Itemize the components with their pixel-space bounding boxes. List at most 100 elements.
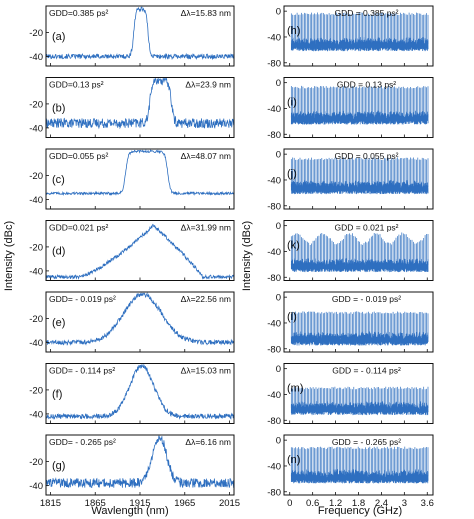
y-tick-label: 0 [276,7,281,18]
comb-lines [290,157,429,188]
y-tick-label: -40 [267,32,281,43]
gdd-annotation: GDD = - 0.019 ps² [332,294,401,304]
bandwidth-annotation: Δλ=31.99 nm [181,223,231,233]
gdd-annotation: GDD= - 0.265 ps² [49,437,116,447]
x-tick-label: 1815 [40,498,61,509]
panel-label: (h) [287,25,300,37]
right-panel: 0 -40 -80 GDD = 0.13 ps² (i) [267,77,434,141]
left-y-axis-label: Intensity (dBc) [3,221,15,291]
left-x-axis-label: Wavlength (nm) [91,505,168,517]
gdd-annotation: GDD = - 0.265 ps² [332,437,401,447]
panel-group: -20 -40 GDD=0.385 ps² Δλ=15.83 nm (a) -20 -40 G… [29,5,434,509]
y-tick-label: -40 [29,338,43,349]
x-tick-label: 1965 [174,498,195,509]
left-panel: -20 -40 GDD= - 0.114 ps² Δλ=15.03 nm (f) [29,363,235,424]
y-tick-label: 0 [276,364,281,375]
spectrum-trace [46,435,234,488]
right-panel: 0 -40 -80 0 0.6 1.2 1.8 2.4 3 3.6 GDD = - 0.265 ps… [267,434,434,509]
gdd-annotation: GDD = - 0.114 ps² [332,366,401,376]
spectrum-trace [46,149,234,197]
y-tick-label: -80 [267,487,281,498]
x-tick-label: 0 [287,498,292,509]
y-tick-label: 0 [276,221,281,232]
right-panel: 0 -40 -80 GDD = 0.021 ps² (k) [267,220,434,284]
gdd-annotation: GDD = 0.021 ps² [334,223,398,233]
panel-label: (n) [287,454,300,466]
y-tick-label: -40 [29,409,43,420]
y-tick-label: -20 [29,28,43,39]
x-tick-label: 1915 [129,498,150,509]
y-tick-label: 0 [276,436,281,447]
x-tick-label: 3.6 [421,498,434,509]
gdd-annotation: GDD=0.021 ps² [49,223,108,233]
panel-label: (l) [287,311,297,323]
x-tick-label: 2015 [219,498,240,509]
y-tick-label: -40 [267,318,281,329]
gdd-annotation: GDD=0.385 ps² [49,8,108,18]
bandwidth-annotation: Δλ=15.03 nm [181,366,231,376]
x-tick-label: 3 [402,498,407,509]
spectrum-trace [46,363,234,420]
y-tick-label: 0 [276,78,281,89]
panel-label: (m) [287,383,304,395]
left-panel: -20 -40 GDD=0.385 ps² Δλ=15.83 nm (a) [29,5,235,67]
x-tick-label: 1865 [85,498,106,509]
gdd-annotation: GDD = 0.055 ps² [334,151,398,161]
left-panel: -20 -40 GDD=0.055 ps² Δλ=48.07 nm (c) [29,148,235,210]
x-tick-label: 2.4 [375,498,388,509]
left-panel: -20 -40 GDD=0.021 ps² Δλ=31.99 nm (d) [29,220,235,281]
left-panel: -20 -40 GDD= - 0.019 ps² Δλ=22.56 nm (e) [29,291,235,353]
right-y-axis-label: Intensity (dBc) [241,221,253,291]
panel-label: (k) [287,240,300,252]
panel-label: (j) [287,168,297,180]
comb-lines [290,85,429,118]
panel-label: (d) [52,246,65,258]
panel-label: (i) [287,97,297,109]
y-tick-label: -40 [29,266,43,277]
noise-floor-trace [290,180,429,195]
panel-label: (f) [52,389,62,401]
y-tick-label: -40 [267,247,281,258]
gdd-annotation: GDD=0.055 ps² [49,151,108,161]
comb-lines [290,311,429,339]
y-tick-label: -40 [29,195,43,206]
panel-label: (a) [52,31,65,43]
comb-lines [290,12,429,45]
gdd-annotation: GDD= - 0.019 ps² [49,294,116,304]
gdd-annotation: GDD=0.13 ps² [49,80,104,90]
y-tick-label: -40 [29,481,43,492]
y-tick-label: -80 [267,130,281,141]
bandwidth-annotation: Δλ=6.16 nm [185,437,231,447]
y-tick-label: -20 [29,385,43,396]
x-tick-label: 0.6 [306,498,319,509]
y-tick-label: -40 [267,175,281,186]
comb-lines [290,232,429,265]
comb-lines [290,446,429,477]
left-panel: -20 -40 GDD=0.13 ps² Δλ=23.9 nm (b) [29,77,235,138]
spectrum-trace [46,77,234,130]
y-tick-label: -20 [29,457,43,468]
y-tick-label: -20 [29,242,43,253]
bandwidth-annotation: Δλ=23.9 nm [185,80,231,90]
right-panel: 0 -40 -80 GDD = - 0.114 ps² (m) [267,363,434,427]
y-tick-label: -40 [267,104,281,115]
panel-label: (g) [52,460,65,472]
right-panel: 0 -40 -80 GDD = - 0.019 ps² (l) [267,291,434,355]
y-tick-label: -80 [267,273,281,284]
panel-label: (e) [52,317,65,329]
x-tick-label: 1.8 [352,498,365,509]
noise-floor-trace [290,469,429,484]
panel-label: (c) [52,174,65,186]
y-tick-label: -20 [29,99,43,110]
panel-label: (b) [52,103,65,115]
x-tick-label: 1.2 [329,498,342,509]
y-tick-label: -80 [267,201,281,212]
noise-floor-trace [290,401,429,416]
y-tick-label: -40 [267,390,281,401]
y-tick-label: -40 [267,461,281,472]
bandwidth-annotation: Δλ=15.83 nm [181,8,231,18]
y-tick-label: -40 [29,52,43,63]
right-panel: 0 -40 -80 GDD = 0.055 ps² (j) [267,148,434,212]
y-tick-label: 0 [276,150,281,161]
